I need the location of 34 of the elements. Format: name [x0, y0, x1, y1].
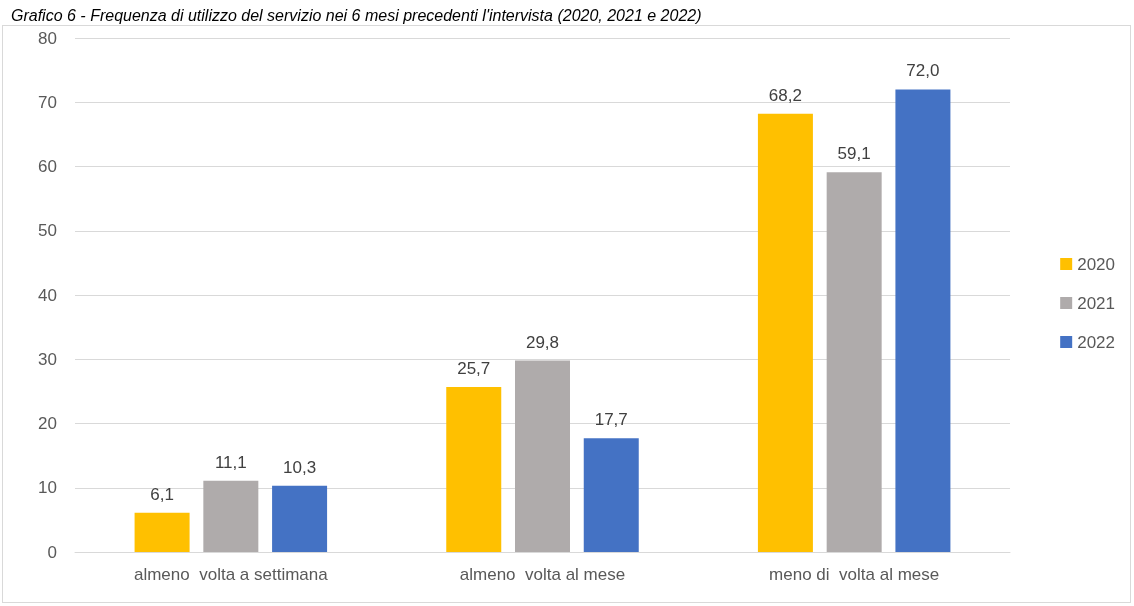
- y-tick-label: 50: [38, 221, 57, 241]
- legend-label: 2022: [1077, 332, 1116, 352]
- data-label: 25,7: [457, 358, 491, 378]
- bar: [272, 485, 328, 552]
- y-tick-label: 40: [38, 285, 57, 305]
- x-tick-label: almeno volta al mese: [459, 565, 626, 584]
- bar: [515, 360, 570, 552]
- bar: [583, 438, 639, 552]
- bar: [757, 113, 813, 552]
- chart-title: Grafico 6 - Frequenza di utilizzo del servizio nei 6 mesi precedenti l'intervista (2020, 2021 e 2022): [11, 6, 702, 24]
- data-label: 29,8: [525, 332, 560, 352]
- data-label: 72,0: [906, 61, 940, 81]
- data-label: 59,1: [837, 144, 871, 164]
- y-tick-label: 10: [38, 478, 57, 498]
- x-tick-label: almeno volta a settimana: [133, 565, 329, 584]
- y-tick-label: 30: [38, 349, 57, 369]
- legend-label: 2020: [1077, 254, 1116, 274]
- y-tick-label: 80: [38, 28, 57, 48]
- data-label: 68,2: [768, 85, 802, 105]
- data-label: 6,1: [150, 484, 174, 504]
- data-label: 17,7: [594, 410, 628, 430]
- data-label: 11,1: [214, 452, 247, 472]
- bar: [203, 480, 259, 552]
- bar: [826, 172, 882, 552]
- data-label: 10,3: [283, 457, 317, 477]
- legend-label: 2021: [1077, 293, 1116, 313]
- y-tick-label: 70: [38, 92, 57, 112]
- bar: [895, 89, 951, 552]
- y-tick-label: 60: [38, 157, 57, 176]
- bar: [134, 512, 190, 552]
- y-tick-label: 20: [38, 414, 57, 433]
- x-tick-label: meno di volta al mese: [769, 565, 940, 584]
- bar: [446, 386, 502, 552]
- y-tick-label: 0: [47, 542, 57, 562]
